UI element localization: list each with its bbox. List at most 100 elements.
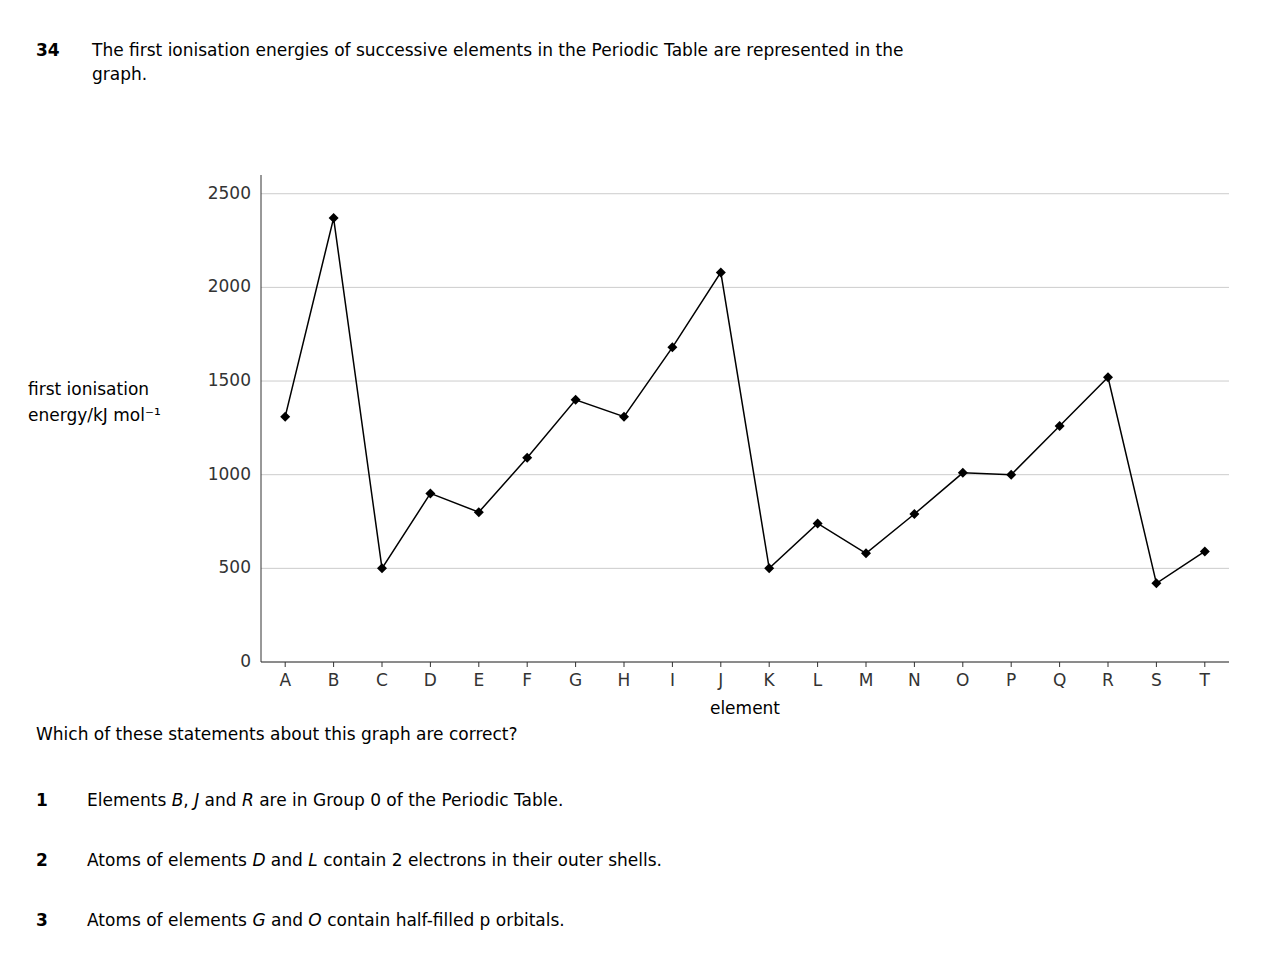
x-tick [1204, 662, 1205, 667]
x-tick-label: E [473, 670, 484, 690]
marker [522, 453, 532, 463]
x-tick-label: C [376, 670, 388, 690]
question: Which of these statements about this gra… [36, 724, 518, 744]
title-number: 34 [36, 40, 60, 60]
statement-part: G [252, 910, 265, 930]
marker [813, 518, 823, 528]
statement: Elements B, J and R are in Group 0 of th… [87, 790, 563, 810]
statement-part: B [172, 790, 184, 810]
y-axis-label-line: energy/kJ mol⁻¹ [28, 405, 161, 425]
x-tick-label: F [522, 670, 532, 690]
x-tick [672, 662, 673, 667]
x-tick [914, 662, 915, 667]
marker [958, 468, 968, 478]
x-tick [769, 662, 770, 667]
x-tick-label: B [328, 670, 340, 690]
y-tick-label: 0 [240, 651, 251, 671]
x-tick [575, 662, 576, 667]
x-tick [720, 662, 721, 667]
statement-part: D [252, 850, 265, 870]
x-tick-label: L [813, 670, 823, 690]
x-tick-label: P [1006, 670, 1016, 690]
statement-part: and [199, 790, 242, 810]
marker [425, 488, 435, 498]
statement-part: contain half-filled p orbitals. [322, 910, 565, 930]
x-axis [261, 662, 1229, 663]
title: The first ionisation energies of success… [91, 40, 904, 84]
x-tick [1108, 662, 1109, 667]
x-tick [1011, 662, 1012, 667]
y-tick-label: 2500 [208, 183, 251, 203]
chart: 34 The first ionisation energies of succe… [0, 0, 1274, 974]
statement-part: and [265, 850, 308, 870]
x-tick [962, 662, 963, 667]
x-tick-label: G [569, 670, 582, 690]
x-axis-label: element [710, 698, 780, 718]
x-tick-label: M [859, 670, 874, 690]
grid-line [261, 287, 1229, 288]
x-tick [285, 662, 286, 667]
grid-line [261, 662, 1229, 663]
statement-number: 1 [36, 790, 48, 810]
x-tick [478, 662, 479, 667]
x-tick-label: H [618, 670, 631, 690]
marker [474, 507, 484, 517]
statement-part: and [266, 910, 309, 930]
marker [280, 412, 290, 422]
x-tick-label: Q [1053, 670, 1066, 690]
x-tick [382, 662, 383, 667]
x-tick [430, 662, 431, 667]
x-tick [1059, 662, 1060, 667]
y-tick-label: 2000 [208, 276, 251, 296]
x-tick-label: D [424, 670, 437, 690]
statement-number: 2 [36, 850, 48, 870]
title-line: graph. [92, 64, 147, 84]
marker [716, 267, 726, 277]
statement-part: , [183, 790, 194, 810]
marker [329, 213, 339, 223]
y-axis-label: first ionisationenergy/kJ mol⁻¹ [28, 379, 161, 425]
series [280, 213, 1210, 588]
x-tick [527, 662, 528, 667]
x-tick-label: S [1151, 670, 1162, 690]
marker [571, 395, 581, 405]
statement-part: O [308, 910, 321, 930]
x-tick-label: K [764, 670, 776, 690]
x-tick [1156, 662, 1157, 667]
marker [619, 412, 629, 422]
x-tick-label: O [956, 670, 969, 690]
marker [909, 509, 919, 519]
x-tick-label: I [670, 670, 675, 690]
grid-line [261, 568, 1229, 569]
statement-part: Atoms of elements [87, 850, 252, 870]
grid-line [261, 193, 1229, 194]
statement: Atoms of elements G and O contain half-f… [87, 910, 565, 930]
y-tick-label: 1500 [208, 370, 251, 390]
line [285, 218, 1205, 583]
statement-part: Atoms of elements [87, 910, 252, 930]
marker [667, 342, 677, 352]
statement-part: L [308, 850, 317, 870]
y-tick-label: 1000 [208, 464, 251, 484]
x-tick [333, 662, 334, 667]
statement-number: 3 [36, 910, 48, 930]
statement-part: are in Group 0 of the Periodic Table. [254, 790, 564, 810]
marker [377, 563, 387, 573]
x-tick [624, 662, 625, 667]
x-tick-label: R [1102, 670, 1114, 690]
x-tick [866, 662, 867, 667]
grid-line [261, 474, 1229, 475]
statement: Atoms of elements D and L contain 2 elec… [87, 850, 662, 870]
x-tick-label: T [1199, 670, 1211, 690]
statement-part: contain 2 electrons in their outer shell… [318, 850, 662, 870]
statement-part: R [242, 790, 254, 810]
x-tick-label: J [717, 670, 723, 690]
marker [1151, 578, 1161, 588]
statement-part: Elements [87, 790, 172, 810]
grid-line [261, 381, 1229, 382]
x-tick [817, 662, 818, 667]
marker [764, 563, 774, 573]
marker [1055, 421, 1065, 431]
x-tick-label: A [279, 670, 291, 690]
title-line: The first ionisation energies of success… [91, 40, 904, 60]
